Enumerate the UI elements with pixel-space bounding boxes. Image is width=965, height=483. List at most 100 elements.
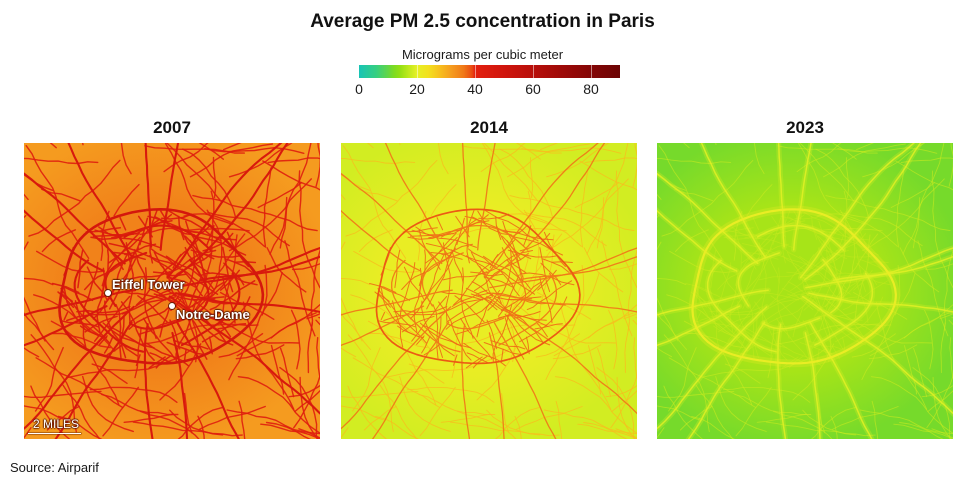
main-road <box>493 322 557 439</box>
main-road <box>833 255 953 281</box>
outer-street <box>358 188 398 202</box>
outer-street <box>24 312 55 351</box>
main-road <box>170 143 289 281</box>
pollution-map <box>341 143 637 439</box>
city-street <box>498 304 544 343</box>
notre-dame-marker <box>169 303 175 309</box>
city-street <box>519 296 568 343</box>
ring-road <box>58 208 265 365</box>
city-street <box>493 297 549 328</box>
outer-street <box>198 143 224 160</box>
outer-street <box>514 415 522 439</box>
outer-street <box>668 357 756 408</box>
pollution-map <box>657 143 953 439</box>
outer-street <box>24 296 46 342</box>
city-street <box>786 293 830 316</box>
main-road <box>809 322 873 439</box>
city-street <box>421 335 431 354</box>
outer-street <box>657 427 665 439</box>
city-street <box>771 314 825 335</box>
main-road <box>128 317 188 330</box>
city-street <box>693 320 732 328</box>
scale-bar-line <box>28 433 81 434</box>
outer-street <box>509 195 635 232</box>
main-road <box>822 258 843 314</box>
outer-street <box>815 148 870 220</box>
city-street <box>394 249 401 289</box>
main-road <box>506 259 527 314</box>
ring-road <box>375 208 581 365</box>
outer-street <box>657 405 702 421</box>
city-street <box>451 289 488 307</box>
city-street <box>782 352 804 363</box>
outer-street <box>530 157 534 198</box>
city-street <box>792 292 858 299</box>
outer-street <box>139 227 250 236</box>
outer-street <box>310 248 320 332</box>
outer-street <box>668 347 697 412</box>
city-street <box>772 217 781 245</box>
outer-street <box>204 147 305 154</box>
main-road <box>446 317 505 330</box>
outer-street <box>831 406 899 430</box>
main-road <box>657 305 741 347</box>
outer-street <box>341 312 371 350</box>
main-road <box>171 246 320 289</box>
city-street <box>478 213 510 220</box>
city-street <box>134 289 171 308</box>
legend-tick-labels: 0 20 40 60 80 <box>355 81 620 99</box>
outer-street <box>802 409 857 436</box>
main-road <box>792 143 812 251</box>
outer-street <box>169 409 224 436</box>
outer-street <box>894 265 901 316</box>
city-street <box>160 210 169 224</box>
city-street <box>401 315 435 333</box>
eiffel-tower-label: Eiffel Tower <box>112 277 185 292</box>
outer-street <box>456 227 567 235</box>
outer-street <box>480 143 526 173</box>
outer-street <box>24 241 29 251</box>
city-street <box>784 248 851 295</box>
main-road-layer <box>24 143 320 439</box>
outer-street <box>341 427 349 439</box>
city-street <box>475 292 542 299</box>
outer-street <box>418 394 496 415</box>
outer-street <box>578 265 585 316</box>
outer-street <box>235 344 285 360</box>
outer-street <box>735 386 772 437</box>
outer-street <box>925 263 953 270</box>
outer-street <box>341 405 386 421</box>
city-street <box>717 315 751 333</box>
outer-street <box>476 343 519 401</box>
city-street <box>733 268 738 299</box>
outer-street <box>832 143 857 160</box>
outer-street <box>24 405 69 421</box>
city-street <box>763 219 793 260</box>
city-street <box>818 220 839 283</box>
main-road <box>341 289 453 316</box>
outer-street <box>62 384 101 439</box>
city-street <box>378 285 410 301</box>
outer-street <box>298 170 320 289</box>
city-street <box>759 242 767 322</box>
main-road <box>143 323 154 439</box>
legend-tick-label: 0 <box>355 81 363 97</box>
city-street <box>425 237 458 264</box>
city-street <box>814 304 860 343</box>
outer-street <box>260 423 320 439</box>
main-road <box>486 295 637 415</box>
city-street <box>757 291 799 301</box>
city-street <box>769 354 774 366</box>
city-street <box>795 266 809 298</box>
city-street <box>479 265 493 298</box>
outer-street <box>663 334 710 433</box>
city-street <box>693 288 743 344</box>
main-road <box>777 323 787 439</box>
legend-tick-label: 20 <box>409 81 425 97</box>
city-street <box>792 300 808 338</box>
outer-street <box>406 386 495 403</box>
main-road <box>488 143 606 281</box>
outer-street <box>516 143 541 160</box>
main-road <box>384 143 451 259</box>
outer-street <box>586 197 605 255</box>
